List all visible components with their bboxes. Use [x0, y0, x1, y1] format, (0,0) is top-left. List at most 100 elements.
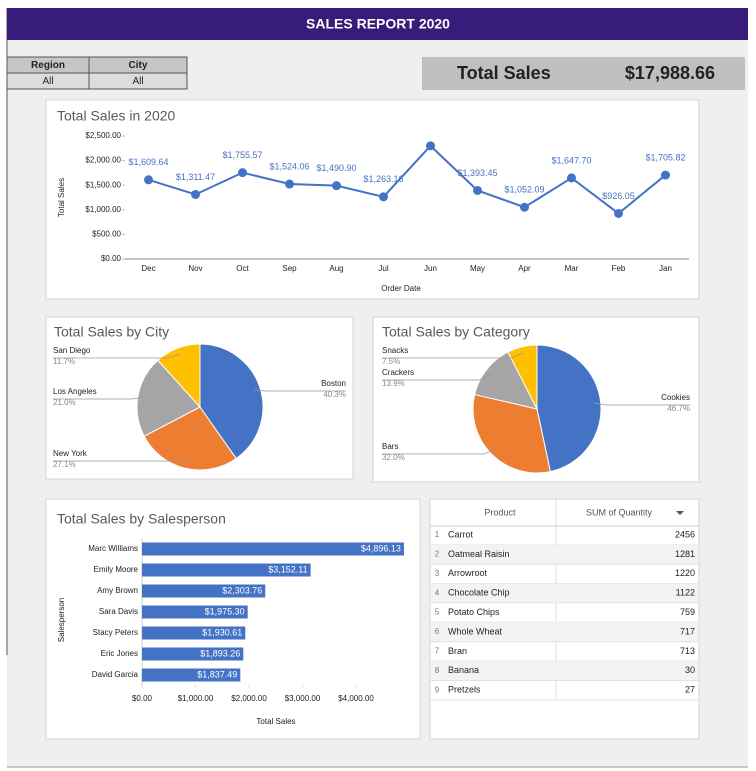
point [520, 202, 529, 212]
line [148, 144, 667, 215]
slice-value: 32.0% [382, 453, 405, 462]
leader-line [53, 460, 187, 463]
data-label: $1,490.90 [316, 163, 356, 173]
x-axis-label: Order Date [381, 284, 421, 293]
y-tick-label: $2,500.00 [85, 131, 121, 140]
chart-title: Total Sales by Salesperson [57, 511, 226, 527]
x-tick-label: $1,000.00 [178, 694, 214, 703]
table-header[interactable]: SUM of Quantity [586, 507, 653, 517]
row-number: 1 [435, 530, 440, 539]
x-tick-label: Feb [612, 264, 626, 273]
data-label: $1,052.09 [504, 185, 544, 195]
pie-slice [143, 406, 237, 471]
pie-slice [157, 343, 201, 409]
bar [142, 626, 246, 640]
slice-value: 46.7% [667, 404, 690, 413]
panel [45, 99, 700, 300]
data-label: $1,263.16 [363, 174, 403, 184]
panel [429, 498, 700, 740]
pie-slice [199, 343, 264, 460]
product: Banana [448, 665, 479, 675]
x-tick-label: Oct [236, 264, 249, 273]
product: Whole Wheat [448, 626, 503, 636]
slice-label: Snacks [382, 346, 408, 355]
row-number: 6 [435, 627, 440, 636]
data-label: $1,837.49 [197, 669, 237, 679]
point [661, 170, 670, 180]
bar [142, 542, 404, 556]
slice-label: Boston [321, 379, 346, 388]
data-label: $1,609.64 [128, 157, 168, 167]
product: Chocolate Chip [448, 588, 510, 598]
chart-title: Total Sales by City [54, 324, 169, 340]
bar [142, 563, 311, 577]
pie-slice [136, 359, 201, 437]
row-shade [431, 661, 698, 681]
row-number: 4 [435, 588, 440, 597]
category-label: Emily Moore [94, 565, 139, 574]
leader-line [382, 373, 492, 381]
x-tick-label: May [470, 264, 485, 273]
category-label: Amy Brown [97, 586, 138, 595]
data-label: $1,393.45 [457, 168, 497, 178]
point [332, 181, 341, 191]
data-label: $3,152.11 [268, 564, 307, 574]
bar [142, 647, 244, 661]
category-label: Sara Davis [99, 607, 138, 616]
x-tick-label: Nov [188, 264, 202, 273]
point [238, 168, 247, 178]
y-tick-label: $500.00 [92, 230, 121, 239]
point [473, 185, 482, 195]
slice-label: Crackers [382, 368, 414, 377]
bar [142, 668, 241, 682]
quantity: 1281 [675, 549, 695, 559]
data-label: $4,896.13 [361, 543, 401, 553]
slice-label: San Diego [53, 346, 91, 355]
point [426, 141, 435, 151]
point [144, 175, 153, 185]
product: Arrowroot [448, 568, 488, 578]
point [614, 208, 623, 218]
leader-line [382, 449, 497, 455]
data-label: $1,524.06 [269, 161, 309, 171]
slice-value: 21.0% [53, 398, 76, 407]
product: Carrot [448, 529, 474, 539]
x-tick-label: Jul [378, 264, 388, 273]
chart-title: Total Sales by Category [382, 324, 530, 340]
pie-slice [536, 344, 602, 473]
pie-slice [474, 351, 538, 410]
slice-value: 11.7% [53, 357, 75, 366]
panel [45, 498, 421, 740]
pie-slice [507, 344, 538, 410]
slice-label: Bars [382, 442, 398, 451]
y-tick-label: $1,500.00 [85, 180, 121, 189]
quantity: 1122 [676, 588, 695, 598]
slice-value: 27.1% [53, 460, 76, 469]
quantity: 2456 [675, 529, 695, 539]
row-number: 3 [435, 569, 440, 578]
leader-line [53, 353, 180, 359]
sort-icon[interactable] [676, 511, 684, 515]
filter-value[interactable]: All [132, 76, 143, 87]
row-number: 5 [435, 608, 440, 617]
quantity: 1220 [675, 568, 695, 578]
x-tick-label: Sep [282, 264, 297, 273]
data-label: $926.05 [602, 191, 635, 201]
leader-line [382, 352, 524, 359]
row-shade [431, 622, 698, 642]
data-label: $1,975.30 [205, 606, 245, 616]
quantity: 30 [685, 665, 695, 675]
product: Oatmeal Raisin [448, 549, 510, 559]
y-tick-label: $1,000.00 [85, 205, 121, 214]
slice-label: Cookies [661, 393, 690, 402]
filter-value[interactable]: All [42, 76, 53, 87]
filter-header: Region [31, 60, 65, 71]
row-number: 9 [435, 685, 440, 694]
point [567, 173, 576, 183]
x-tick-label: $4,000.00 [338, 694, 374, 703]
x-tick-label: Jan [659, 264, 672, 273]
slice-value: 13.9% [382, 379, 405, 388]
x-tick-label: $2,000.00 [231, 694, 267, 703]
header-title: SALES REPORT 2020 [306, 16, 450, 32]
